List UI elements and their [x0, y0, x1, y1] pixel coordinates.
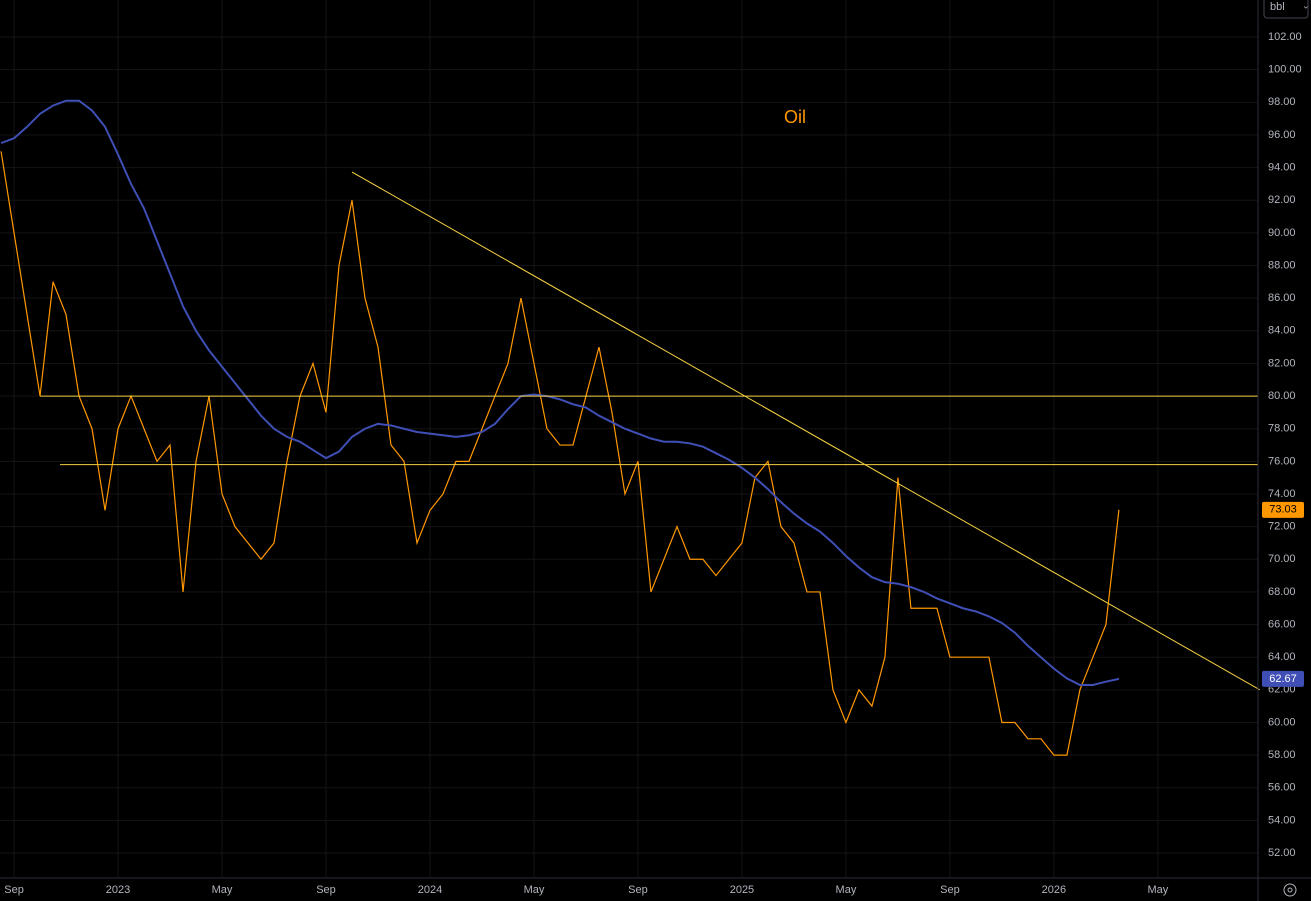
- last-value-label: 73.03: [1269, 504, 1297, 516]
- y-tick-label: 72.00: [1268, 521, 1296, 533]
- y-tick-label: 58.00: [1268, 749, 1296, 761]
- y-tick-label: 66.00: [1268, 618, 1296, 630]
- y-tick-label: 70.00: [1268, 553, 1296, 565]
- last-value-box: [1262, 501, 1304, 518]
- y-tick-label: 54.00: [1268, 814, 1296, 826]
- y-tick-label: 84.00: [1268, 325, 1296, 337]
- y-tick-label: 98.00: [1268, 96, 1296, 108]
- x-tick-label: Sep: [940, 884, 960, 896]
- y-tick-label: 86.00: [1268, 292, 1296, 304]
- last-value-box: [1262, 670, 1304, 687]
- y-tick-label: 90.00: [1268, 227, 1296, 239]
- unit-button[interactable]: [1263, 0, 1309, 19]
- x-tick-label: May: [212, 884, 233, 896]
- chart-title: Oil: [784, 107, 806, 127]
- y-tick-label: 64.00: [1268, 651, 1296, 663]
- price-line: [0, 151, 1120, 756]
- grid: [0, 0, 1258, 878]
- x-tick-label: 2026: [1042, 884, 1066, 896]
- y-tick-label: 68.00: [1268, 586, 1296, 598]
- y-tick-label: 80.00: [1268, 390, 1296, 402]
- y-tick-label: 102.00: [1268, 31, 1302, 43]
- x-tick-label: 2025: [730, 884, 754, 896]
- x-tick-label: Sep: [628, 884, 648, 896]
- y-tick-label: 100.00: [1268, 64, 1302, 76]
- x-tick-label: Sep: [316, 884, 336, 896]
- unit-caret[interactable]: ⌄: [1302, 0, 1310, 10]
- y-tick-label: 74.00: [1268, 488, 1296, 500]
- x-tick-label: Sep: [4, 884, 24, 896]
- settings-icon-center: [1287, 887, 1293, 893]
- axes: 52.0054.0056.0058.0060.0062.0064.0066.00…: [4, 31, 1304, 896]
- y-tick-label: 76.00: [1268, 455, 1296, 467]
- moving-average-line: [0, 99, 1120, 686]
- plot: [0, 99, 1261, 756]
- settings-icon[interactable]: [1283, 883, 1297, 897]
- y-tick-label: 52.00: [1268, 847, 1296, 859]
- x-tick-label: 2024: [418, 884, 442, 896]
- last-value-label: 62.67: [1269, 673, 1297, 685]
- y-tick-label: 92.00: [1268, 194, 1296, 206]
- trend-line: [351, 171, 1261, 691]
- y-tick-label: 78.00: [1268, 423, 1296, 435]
- y-tick-label: 60.00: [1268, 716, 1296, 728]
- y-tick-label: 82.00: [1268, 357, 1296, 369]
- y-tick-label: 88.00: [1268, 259, 1296, 271]
- x-tick-label: May: [524, 884, 545, 896]
- x-tick-label: May: [1148, 884, 1169, 896]
- x-tick-label: May: [836, 884, 857, 896]
- y-tick-label: 56.00: [1268, 782, 1296, 794]
- y-tick-label: 96.00: [1268, 129, 1296, 141]
- unit-button-label[interactable]: bbl: [1270, 1, 1285, 13]
- x-tick-label: 2023: [106, 884, 130, 896]
- y-tick-label: 94.00: [1268, 162, 1296, 174]
